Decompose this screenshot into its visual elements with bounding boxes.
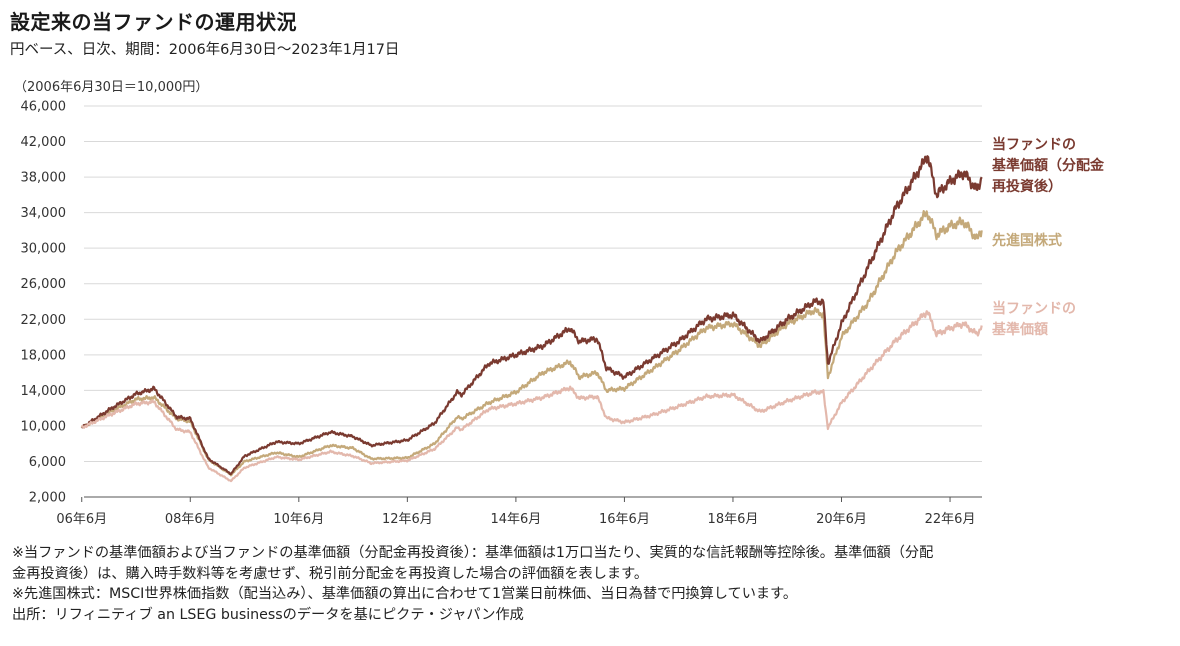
x-tick-label: 20年6月: [816, 512, 867, 527]
footnotes: ※当ファンドの基準価額および当ファンドの基準価額（分配金再投資後）：基準価額は1…: [12, 543, 1172, 625]
x-axis: 06年6月 08年6月 10年6月 12年6月 14年6月 16年6月 18年6月 20年6月…: [56, 496, 982, 527]
page-title: 設定来の当ファンドの運用状況: [10, 10, 297, 34]
y-tick-label: 26,000: [21, 277, 67, 292]
legend-label: 当ファンドの: [992, 300, 1076, 317]
chart-gridlines: [84, 105, 982, 498]
y-tick-label: 30,000: [21, 242, 67, 257]
x-tick-label: 14年6月: [490, 512, 541, 527]
series-line: [80, 210, 983, 477]
footnote-line: ※当ファンドの基準価額および当ファンドの基準価額（分配金再投資後）：基準価額は1…: [12, 545, 934, 561]
y-tick-label: 2,000: [29, 491, 66, 506]
x-tick-label: 22年6月: [925, 512, 976, 527]
chart-series: [80, 155, 983, 483]
y-tick-label: 18,000: [21, 348, 67, 363]
y-tick-label: 34,000: [21, 206, 67, 221]
footnote-line: 金再投資後）は、購入時手数料等を考慮せず、税引前分配金を再投資した場合の評価額を…: [12, 565, 649, 582]
legend-label: 当ファンドの: [992, 136, 1076, 153]
line-chart: 2,000 6,000 10,000 14,000 18,000 22,000 26,000…: [21, 100, 1105, 528]
legend-label: 再投資後）: [992, 178, 1062, 195]
x-tick-label: 16年6月: [599, 512, 650, 527]
chart-subtitle: 円ベース、日次、期間：2006年6月30日～2023年1月17日: [10, 42, 400, 58]
y-tick-label: 38,000: [21, 171, 67, 186]
y-tick-label: 22,000: [21, 313, 67, 328]
y-tick-label: 46,000: [21, 100, 67, 115]
footnote-line: ※先進国株式：MSCI世界株価指数（配当込み）、基準価額の算出に合わせて1営業日…: [12, 586, 798, 602]
x-tick-label: 12年6月: [382, 512, 433, 527]
y-axis-unit-note: （2006年6月30日＝10,000円）: [14, 80, 209, 95]
y-tick-label: 14,000: [21, 384, 67, 399]
y-tick-label: 10,000: [21, 419, 67, 434]
legend-label: 先進国株式: [992, 232, 1062, 249]
y-tick-label: 6,000: [29, 455, 66, 470]
x-tick-label: 08年6月: [165, 512, 216, 527]
series-line: [80, 310, 983, 483]
legend-label: 基準価額: [992, 321, 1048, 338]
x-tick-label: 06年6月: [56, 512, 107, 527]
y-tick-label: 42,000: [21, 135, 67, 150]
x-tick-label: 10年6月: [273, 512, 324, 527]
legend-label: 基準価額（分配金: [992, 157, 1105, 174]
y-axis-tick-labels: 2,000 6,000 10,000 14,000 18,000 22,000 26,000…: [21, 100, 67, 506]
footnote-line: 出所：リフィニティブ an LSEG businessのデータを基にピクテ・ジャ…: [12, 606, 524, 623]
x-tick-label: 18年6月: [708, 512, 759, 527]
series-line: [81, 155, 983, 476]
